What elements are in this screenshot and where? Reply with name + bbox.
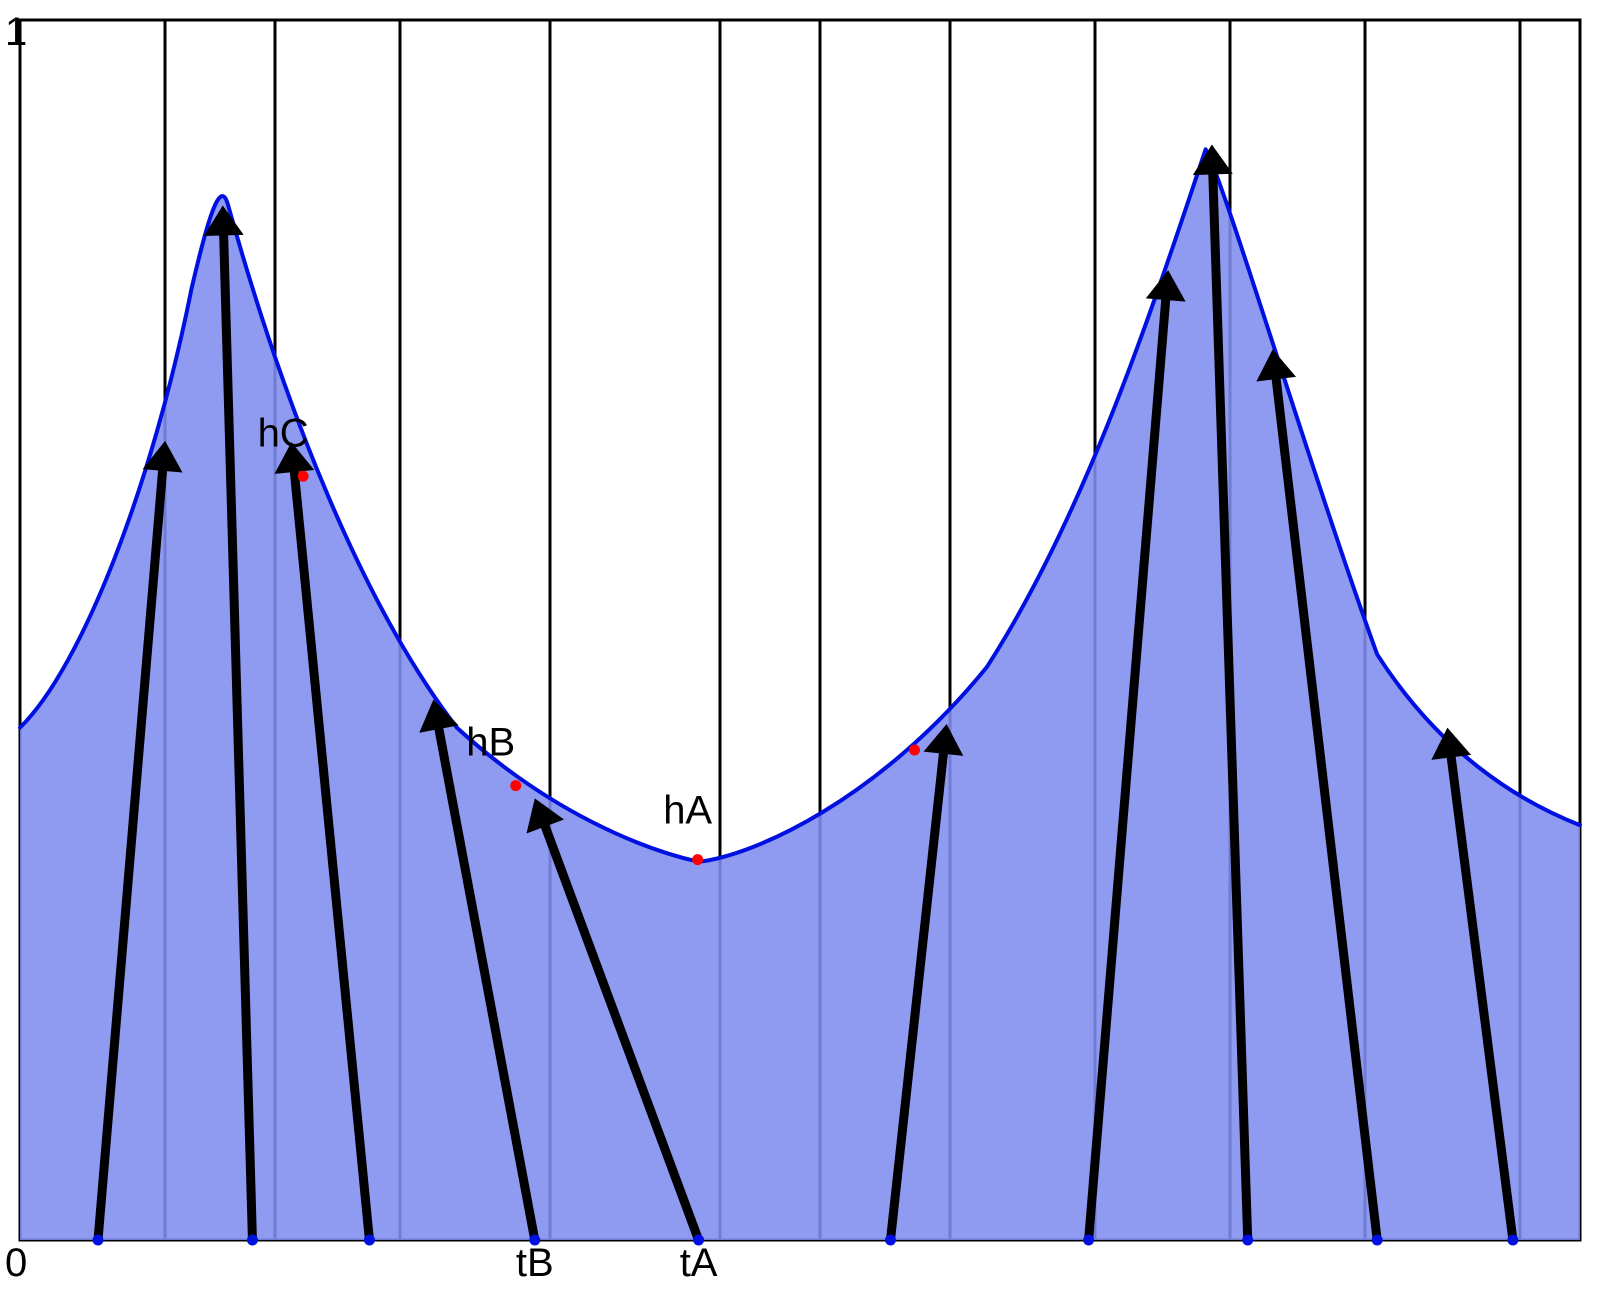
curve-marker — [510, 780, 521, 791]
axis-label: tA — [680, 1241, 718, 1285]
marker-label: hA — [663, 789, 712, 833]
axis-label: tB — [516, 1241, 554, 1285]
arrow-tail-marker — [247, 1235, 258, 1246]
marker-label: hC — [258, 411, 309, 455]
arrow-tail-marker — [885, 1235, 896, 1246]
figure: hC hB hA 1 0 tB tA — [0, 0, 1600, 1296]
arrow-tail-marker — [1083, 1235, 1094, 1246]
curve-marker — [298, 471, 309, 482]
arrow-tail-marker — [1242, 1235, 1253, 1246]
arrow-tail-marker — [1372, 1235, 1383, 1246]
curve-marker — [909, 745, 920, 756]
axis-label: 1 — [5, 10, 27, 54]
marker-label: hB — [466, 721, 515, 765]
arrow-tail-marker — [93, 1235, 104, 1246]
arrow-tail-marker — [1507, 1235, 1518, 1246]
arrow-tail-marker — [364, 1235, 375, 1246]
axis-label: 0 — [5, 1241, 27, 1285]
curve-marker — [692, 854, 703, 865]
